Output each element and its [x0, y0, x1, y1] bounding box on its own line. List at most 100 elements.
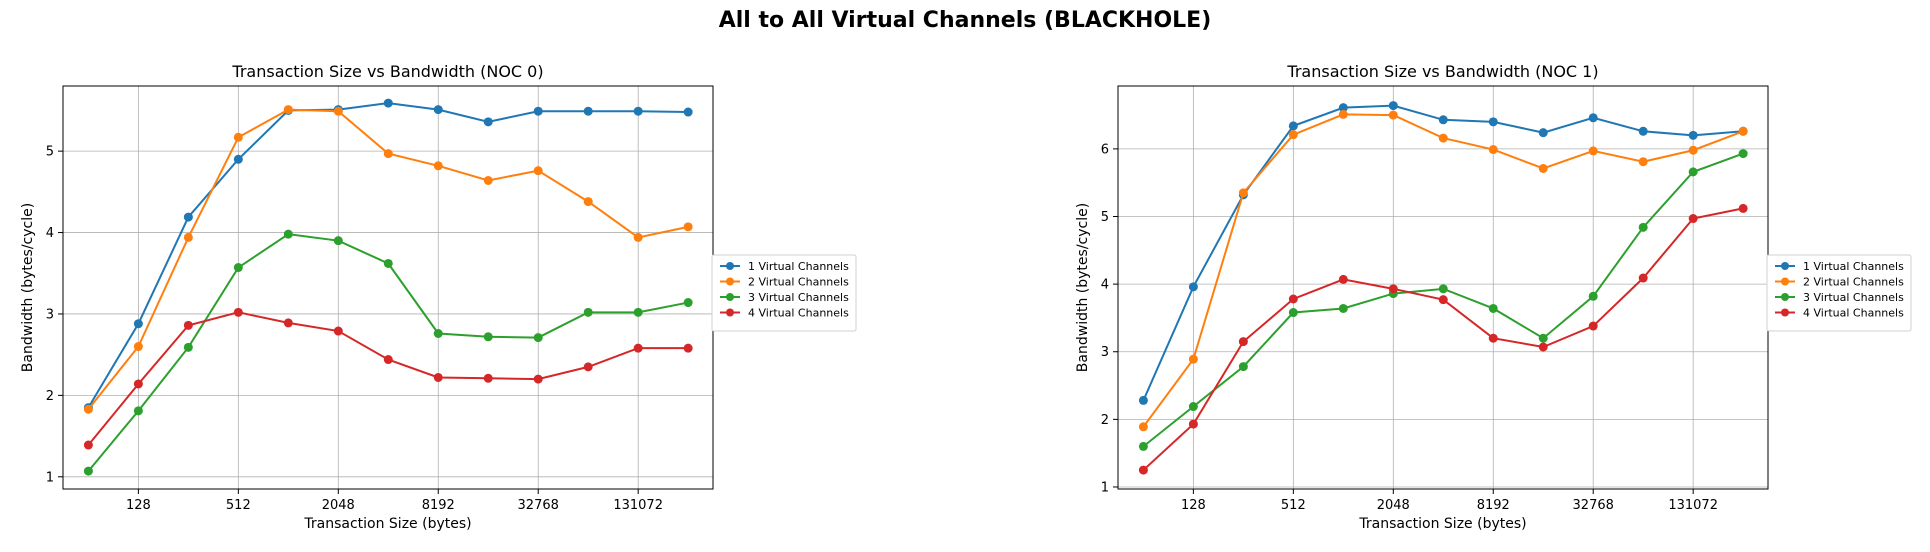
- data-point: [1688, 167, 1698, 177]
- data-point: [183, 342, 193, 352]
- figure-title: All to All Virtual Channels (BLACKHOLE): [718, 8, 1212, 33]
- x-tick-label: 8192: [1477, 498, 1510, 513]
- data-point: [1638, 126, 1648, 136]
- data-point: [683, 343, 693, 353]
- data-point: [583, 362, 593, 372]
- data-point: [583, 106, 593, 116]
- legend-swatch-marker: [1781, 277, 1789, 286]
- data-point: [1188, 402, 1198, 412]
- y-tick-label: 1: [1101, 480, 1109, 495]
- data-point: [1188, 354, 1198, 364]
- data-point: [1438, 295, 1448, 305]
- data-point: [133, 319, 143, 329]
- data-point: [1588, 113, 1598, 123]
- data-point: [283, 318, 293, 328]
- data-point: [1338, 103, 1348, 113]
- legend-swatch-marker: [1781, 262, 1789, 270]
- y-tick-label: 2: [1101, 413, 1109, 428]
- x-tick-label: 2048: [322, 498, 355, 513]
- data-point: [633, 307, 643, 317]
- data-point: [1538, 128, 1548, 138]
- data-point: [533, 333, 543, 343]
- data-point: [483, 373, 493, 383]
- data-point: [133, 342, 143, 352]
- data-point: [483, 117, 493, 127]
- data-point: [1538, 333, 1548, 343]
- y-tick-label: 3: [1101, 345, 1109, 360]
- legend-entry: 3 Virtual Channels: [1803, 291, 1904, 304]
- y-tick-label: 5: [46, 145, 54, 160]
- data-point: [1438, 284, 1448, 294]
- x-tick-label: 8192: [422, 498, 455, 513]
- data-point: [1438, 133, 1448, 143]
- data-point: [533, 106, 543, 116]
- data-point: [1288, 308, 1298, 318]
- data-point: [433, 372, 443, 382]
- data-point: [1438, 115, 1448, 125]
- data-point: [583, 197, 593, 207]
- x-tick-label: 131072: [1668, 498, 1718, 513]
- data-point: [1138, 395, 1148, 405]
- y-tick-label: 4: [1101, 278, 1109, 293]
- data-point: [1388, 110, 1398, 120]
- data-point: [83, 466, 93, 476]
- legend-box: [1766, 254, 1912, 332]
- data-point: [433, 105, 443, 115]
- data-point: [1238, 337, 1248, 347]
- data-point: [233, 132, 243, 142]
- x-tick-label: 131072: [613, 498, 663, 513]
- data-point: [683, 298, 693, 308]
- data-point: [383, 355, 393, 365]
- data-point: [633, 106, 643, 116]
- legend-swatch-marker: [726, 293, 734, 301]
- data-point: [1238, 188, 1248, 198]
- data-point: [1488, 333, 1498, 343]
- data-point: [83, 440, 93, 450]
- data-point: [1288, 294, 1298, 304]
- data-point: [533, 374, 543, 384]
- x-tick-label: 2048: [1377, 498, 1410, 513]
- y-tick-label: 3: [46, 307, 54, 322]
- data-point: [1488, 303, 1498, 313]
- data-point: [383, 98, 393, 108]
- data-point: [1138, 422, 1148, 432]
- data-point: [1188, 282, 1198, 292]
- x-tick-label: 32768: [1573, 498, 1614, 513]
- legend-box: [711, 254, 857, 332]
- y-tick-label: 5: [1101, 210, 1109, 225]
- data-point: [1738, 126, 1748, 136]
- x-tick-label: 128: [126, 498, 151, 513]
- data-point: [433, 161, 443, 171]
- legend-entry: 1 Virtual Channels: [1803, 260, 1904, 273]
- x-tick-label: 512: [226, 498, 251, 513]
- y-tick-label: 1: [46, 470, 54, 485]
- data-point: [183, 232, 193, 242]
- data-point: [83, 404, 93, 414]
- data-point: [683, 222, 693, 232]
- data-point: [333, 326, 343, 336]
- data-point: [1138, 465, 1148, 475]
- data-point: [333, 106, 343, 116]
- data-point: [1338, 109, 1348, 119]
- data-point: [233, 154, 243, 164]
- legend-entry: 2 Virtual Channels: [1803, 276, 1904, 289]
- data-point: [283, 229, 293, 239]
- series-line: [1142, 113, 1744, 428]
- data-point: [133, 379, 143, 389]
- data-point: [1688, 214, 1698, 224]
- legend-swatch-marker: [1781, 308, 1789, 317]
- data-point: [533, 166, 543, 176]
- x-tick-label: 512: [1281, 498, 1306, 513]
- data-point: [1738, 149, 1748, 159]
- data-point: [483, 332, 493, 342]
- data-point: [483, 175, 493, 185]
- data-point: [433, 328, 443, 338]
- legend-entry: 4 Virtual Channels: [1803, 307, 1904, 320]
- data-point: [633, 232, 643, 242]
- data-point: [383, 258, 393, 268]
- legend-swatch-marker: [726, 308, 734, 317]
- data-point: [1588, 291, 1598, 301]
- y-tick-label: 4: [46, 226, 54, 241]
- legend-swatch-marker: [726, 262, 734, 270]
